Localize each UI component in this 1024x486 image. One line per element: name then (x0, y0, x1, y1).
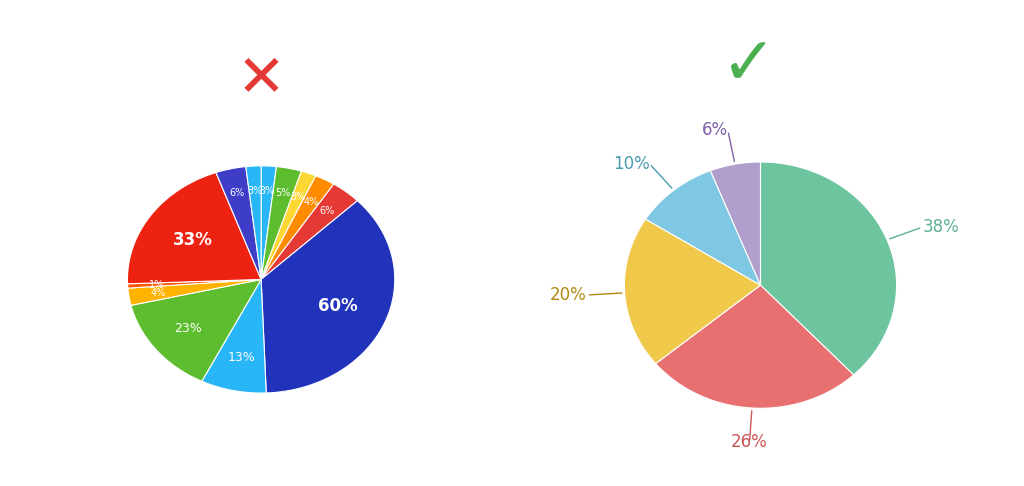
Text: 6%: 6% (319, 206, 335, 216)
Text: 3%: 3% (248, 186, 263, 196)
Text: 1%: 1% (150, 279, 165, 290)
Text: 13%: 13% (227, 351, 255, 364)
Polygon shape (131, 279, 261, 381)
Text: 4%: 4% (303, 197, 318, 207)
Polygon shape (261, 167, 301, 279)
Text: 26%: 26% (731, 434, 768, 451)
Text: 4%: 4% (151, 288, 166, 298)
Polygon shape (261, 184, 357, 279)
Text: 60%: 60% (318, 297, 357, 315)
Text: 38%: 38% (923, 218, 959, 236)
Polygon shape (261, 171, 315, 279)
Text: 20%: 20% (550, 286, 587, 304)
Polygon shape (625, 219, 761, 364)
Polygon shape (202, 279, 266, 393)
Polygon shape (655, 285, 854, 408)
Text: 6%: 6% (701, 122, 728, 139)
Text: ✕: ✕ (237, 51, 286, 107)
Text: 23%: 23% (174, 322, 202, 335)
Text: 6%: 6% (229, 188, 245, 198)
Polygon shape (711, 162, 761, 285)
Polygon shape (246, 166, 261, 279)
Polygon shape (216, 167, 261, 279)
Polygon shape (128, 279, 261, 305)
Text: 10%: 10% (612, 155, 649, 173)
Polygon shape (127, 173, 261, 284)
Text: 5%: 5% (275, 188, 291, 198)
Polygon shape (261, 166, 276, 279)
Text: ✓: ✓ (720, 32, 775, 98)
Polygon shape (261, 176, 334, 279)
Text: 33%: 33% (172, 231, 212, 249)
Polygon shape (761, 162, 897, 375)
Polygon shape (128, 279, 261, 288)
Text: 3%: 3% (291, 191, 306, 202)
Polygon shape (261, 201, 395, 393)
Polygon shape (645, 171, 761, 285)
Text: 3%: 3% (259, 186, 274, 196)
